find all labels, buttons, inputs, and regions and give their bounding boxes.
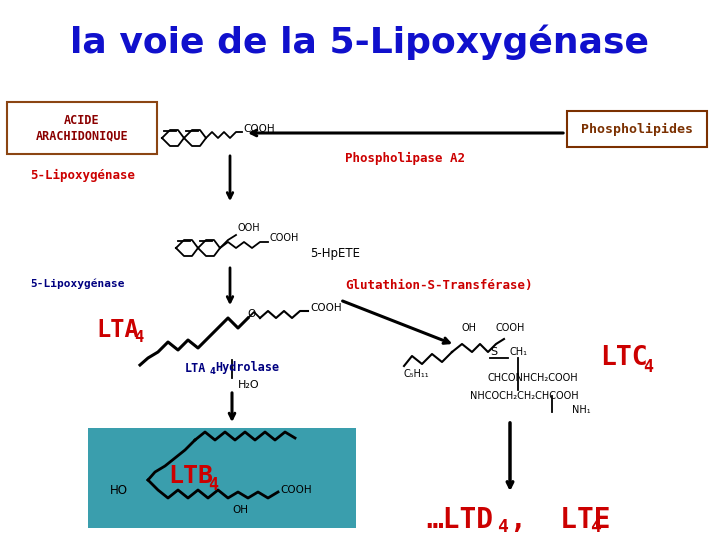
Text: 5-Lipoxygénase: 5-Lipoxygénase <box>30 279 125 289</box>
Text: LTA: LTA <box>96 318 139 342</box>
Text: COOH: COOH <box>270 233 300 243</box>
Text: CH₁: CH₁ <box>510 347 528 357</box>
Text: NH₁: NH₁ <box>572 405 590 415</box>
Text: OH: OH <box>462 323 477 333</box>
Text: HO: HO <box>110 483 128 496</box>
Text: COOH: COOH <box>243 124 274 134</box>
Text: 4: 4 <box>643 358 653 376</box>
Text: LTC: LTC <box>600 345 647 371</box>
Text: OOH: OOH <box>237 223 260 233</box>
Text: 5-Lipoxygénase: 5-Lipoxygénase <box>30 168 135 181</box>
Text: Phospholipase A2: Phospholipase A2 <box>345 151 465 165</box>
Text: O: O <box>247 309 256 319</box>
Text: Phospholipides: Phospholipides <box>581 123 693 136</box>
Text: COOH: COOH <box>280 485 312 495</box>
Text: 4: 4 <box>208 476 218 494</box>
Text: C₅H₁₁: C₅H₁₁ <box>404 369 430 379</box>
Text: ACIDE
ARACHIDONIQUE: ACIDE ARACHIDONIQUE <box>36 114 128 142</box>
Text: COOH: COOH <box>496 323 526 333</box>
Text: Glutathion-S-Transférase): Glutathion-S-Transférase) <box>345 279 533 292</box>
Text: COOH: COOH <box>310 303 341 313</box>
Text: 4: 4 <box>497 518 508 536</box>
Text: 4: 4 <box>210 368 216 376</box>
FancyBboxPatch shape <box>7 102 157 154</box>
Text: …LTD: …LTD <box>426 506 493 534</box>
Text: Hydrolase: Hydrolase <box>215 361 279 375</box>
Text: LTA: LTA <box>185 361 207 375</box>
Text: 5-HpETE: 5-HpETE <box>310 247 360 260</box>
Text: 4: 4 <box>134 330 143 346</box>
Text: NHCOCH₂CH₂CHCOOH: NHCOCH₂CH₂CHCOOH <box>470 391 579 401</box>
Text: ,  LTE: , LTE <box>510 506 611 534</box>
Bar <box>88 428 356 528</box>
Text: OH: OH <box>232 505 248 515</box>
Text: LTB: LTB <box>168 464 213 488</box>
Text: CHCONHCH₂COOH: CHCONHCH₂COOH <box>488 373 579 383</box>
FancyBboxPatch shape <box>567 111 707 147</box>
Text: la voie de la 5-Lipoxygénase: la voie de la 5-Lipoxygénase <box>71 24 649 60</box>
Text: 4: 4 <box>590 518 601 536</box>
Text: H₂O: H₂O <box>238 380 260 390</box>
Text: S: S <box>490 347 497 357</box>
